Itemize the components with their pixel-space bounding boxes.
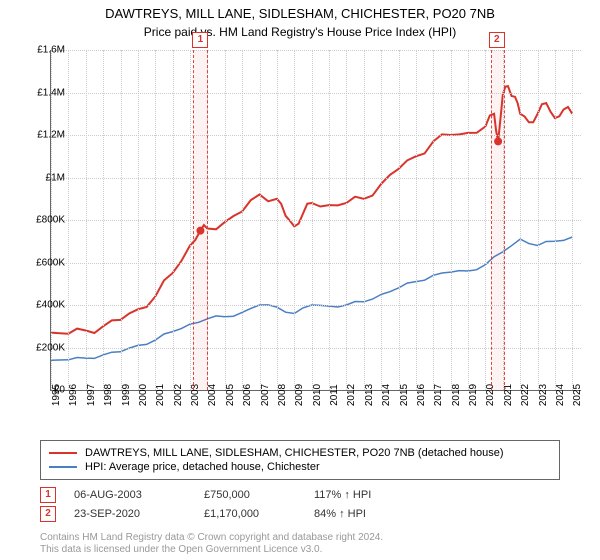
y-axis-label: £800K	[36, 215, 65, 226]
gridline-v	[485, 50, 486, 390]
gridline-v	[433, 50, 434, 390]
gridline-v	[312, 50, 313, 390]
x-axis-label: 2008	[277, 384, 288, 406]
gridline-v	[138, 50, 139, 390]
transaction-date: 06-AUG-2003	[74, 489, 204, 501]
event-band	[491, 50, 505, 390]
x-axis-label: 2014	[381, 384, 392, 406]
gridline-v	[260, 50, 261, 390]
transaction-row: 1 06-AUG-2003£750,000117% ↑ HPI	[40, 487, 434, 503]
x-axis-label: 2017	[433, 384, 444, 406]
y-axis-label: £1.2M	[37, 130, 65, 141]
gridline-v	[121, 50, 122, 390]
x-axis-label: 2009	[294, 384, 305, 406]
gridline-v	[86, 50, 87, 390]
chart-plot-area: 1995199619971998199920002001200220032004…	[50, 50, 581, 391]
legend-row: HPI: Average price, detached house, Chic…	[49, 461, 551, 473]
transaction-marker: 2	[40, 506, 56, 522]
x-axis-label: 2022	[520, 384, 531, 406]
y-axis-label: £600K	[36, 257, 65, 268]
gridline-v	[416, 50, 417, 390]
gridline-v	[190, 50, 191, 390]
x-axis-label: 2011	[329, 384, 340, 406]
legend-box: DAWTREYS, MILL LANE, SIDLESHAM, CHICHEST…	[40, 440, 560, 480]
gridline-v	[399, 50, 400, 390]
transaction-price: £750,000	[204, 489, 314, 501]
x-axis-label: 2004	[207, 384, 218, 406]
legend-swatch	[49, 452, 77, 454]
x-axis-label: 2018	[451, 384, 462, 406]
transaction-marker: 1	[40, 487, 56, 503]
gridline-v	[572, 50, 573, 390]
legend-label: HPI: Average price, detached house, Chic…	[85, 461, 320, 473]
gridline-v	[173, 50, 174, 390]
x-axis-label: 2024	[555, 384, 566, 406]
y-axis-label: £0	[54, 385, 65, 396]
x-axis-label: 2001	[155, 384, 166, 406]
gridline-v	[68, 50, 69, 390]
transaction-pct: 117% ↑ HPI	[314, 489, 434, 501]
x-axis-label: 2012	[346, 384, 357, 406]
footer-attribution: Contains HM Land Registry data © Crown c…	[40, 532, 383, 556]
event-band	[193, 50, 207, 390]
y-axis-label: £1.6M	[37, 45, 65, 56]
y-axis-label: £1.4M	[37, 87, 65, 98]
x-axis-label: 1998	[103, 384, 114, 406]
x-axis-label: 2006	[242, 384, 253, 406]
footer-line-2: This data is licensed under the Open Gov…	[40, 544, 383, 556]
gridline-v	[225, 50, 226, 390]
transaction-table: 1 06-AUG-2003£750,000117% ↑ HPI 2 23-SEP-20…	[40, 484, 434, 525]
gridline-v	[381, 50, 382, 390]
legend-swatch	[49, 466, 77, 468]
x-axis-label: 1999	[121, 384, 132, 406]
legend-label: DAWTREYS, MILL LANE, SIDLESHAM, CHICHEST…	[85, 447, 504, 459]
gridline-v	[242, 50, 243, 390]
x-axis-label: 2007	[260, 384, 271, 406]
gridline-v	[520, 50, 521, 390]
gridline-v	[468, 50, 469, 390]
x-axis-label: 2013	[364, 384, 375, 406]
chart-marker: 2	[489, 32, 505, 48]
legend-row: DAWTREYS, MILL LANE, SIDLESHAM, CHICHEST…	[49, 447, 551, 459]
x-axis-label: 2025	[572, 384, 583, 406]
y-axis-label: £1M	[46, 172, 65, 183]
y-axis-label: £200K	[36, 342, 65, 353]
gridline-v	[346, 50, 347, 390]
x-axis-label: 2005	[225, 384, 236, 406]
transaction-price: £1,170,000	[204, 508, 314, 520]
transaction-date: 23-SEP-2020	[74, 508, 204, 520]
x-axis-label: 2019	[468, 384, 479, 406]
x-axis-label: 2010	[312, 384, 323, 406]
x-axis-label: 2023	[538, 384, 549, 406]
gridline-v	[364, 50, 365, 390]
x-axis-label: 2016	[416, 384, 427, 406]
x-axis-label: 1996	[68, 384, 79, 406]
gridline-v	[294, 50, 295, 390]
chart-subtitle: Price paid vs. HM Land Registry's House …	[0, 25, 600, 39]
chart-title: DAWTREYS, MILL LANE, SIDLESHAM, CHICHEST…	[0, 0, 600, 23]
x-axis-label: 2015	[399, 384, 410, 406]
y-axis-label: £400K	[36, 300, 65, 311]
x-axis-label: 2000	[138, 384, 149, 406]
gridline-v	[538, 50, 539, 390]
gridline-v	[451, 50, 452, 390]
chart-marker: 1	[192, 32, 208, 48]
transaction-pct: 84% ↑ HPI	[314, 508, 434, 520]
transaction-row: 2 23-SEP-2020£1,170,00084% ↑ HPI	[40, 506, 434, 522]
x-axis-label: 1997	[86, 384, 97, 406]
gridline-v	[329, 50, 330, 390]
gridline-v	[277, 50, 278, 390]
gridline-v	[155, 50, 156, 390]
x-axis-label: 2002	[173, 384, 184, 406]
gridline-v	[103, 50, 104, 390]
footer-line-1: Contains HM Land Registry data © Crown c…	[40, 532, 383, 544]
gridline-v	[555, 50, 556, 390]
